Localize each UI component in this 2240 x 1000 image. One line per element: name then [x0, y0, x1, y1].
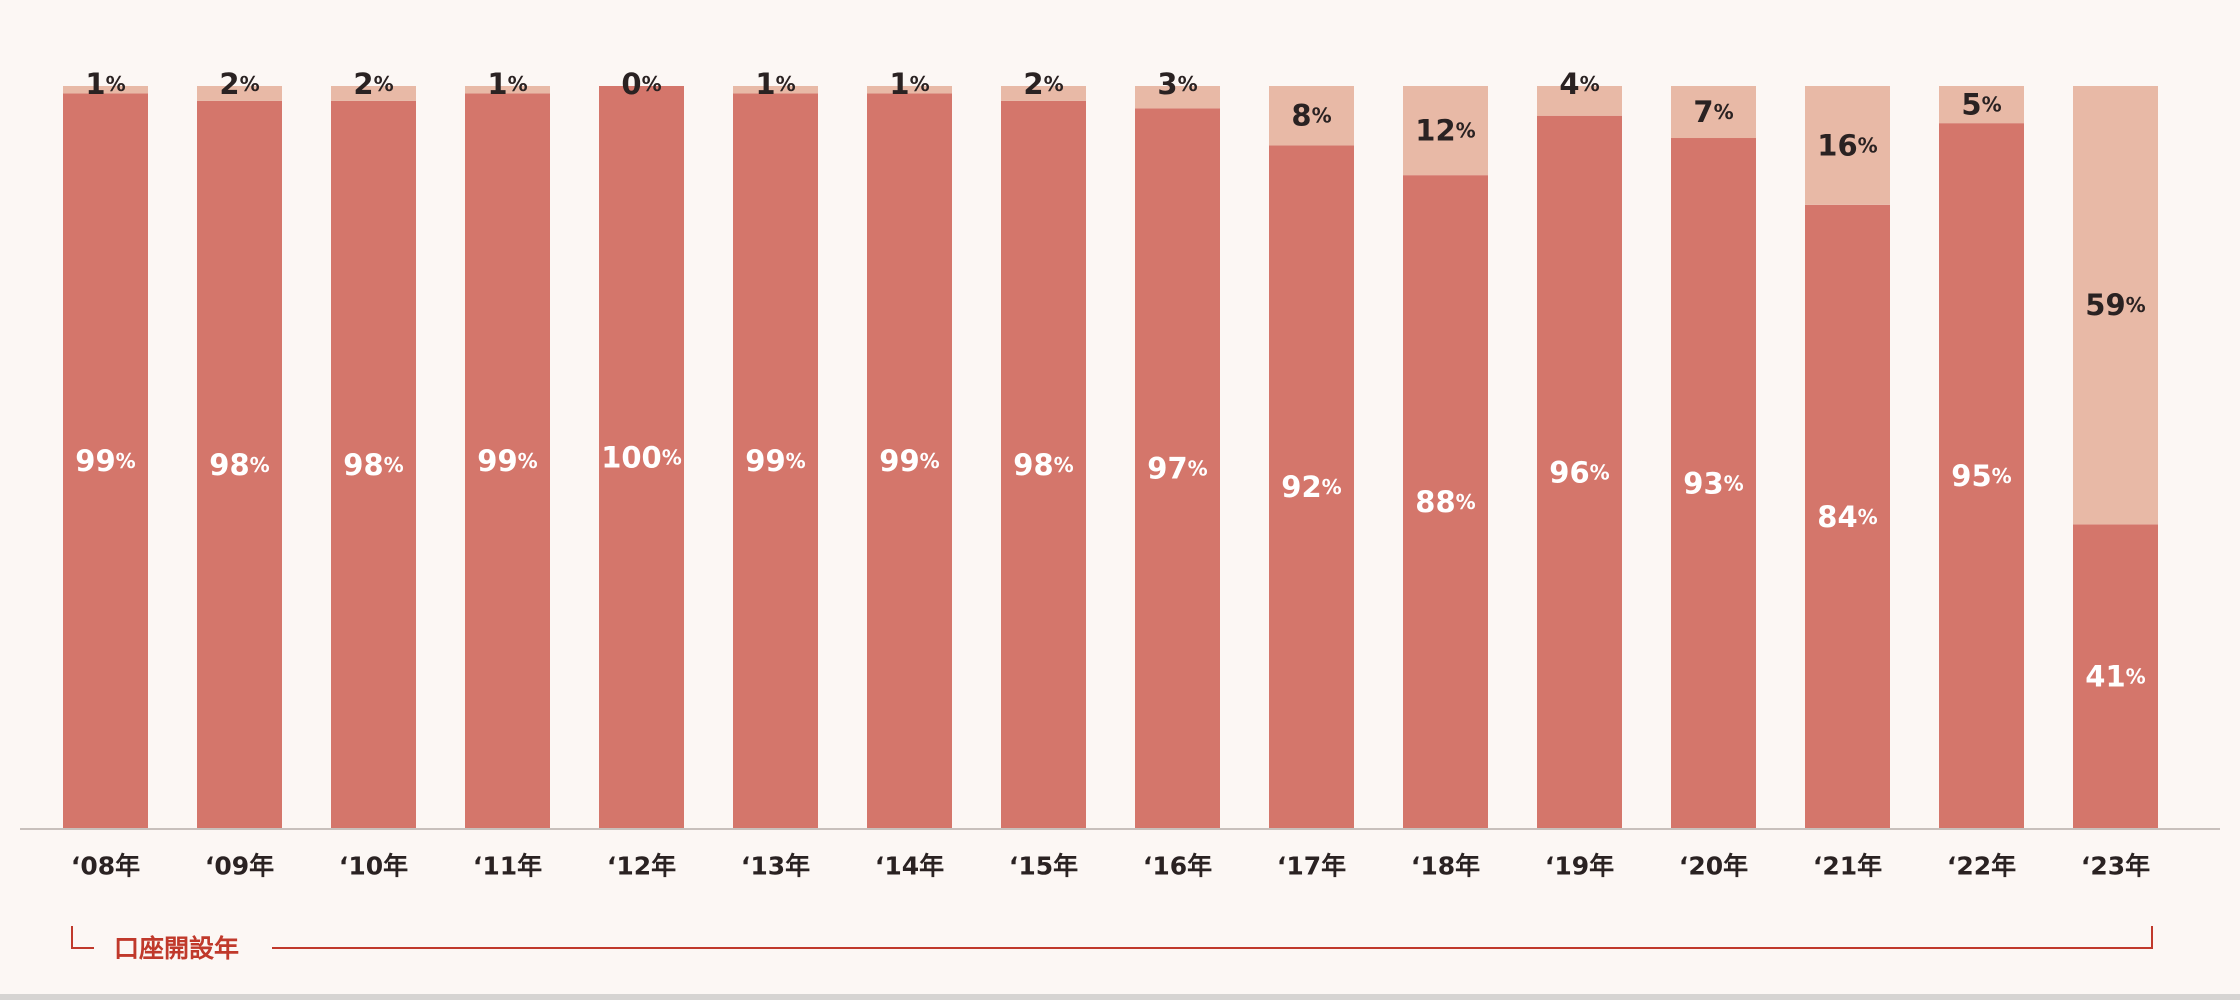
bar-lower-0	[63, 93, 148, 830]
bar-lower-6	[867, 93, 952, 830]
bar-lower-2	[331, 100, 416, 830]
bar-upper-11	[1537, 86, 1622, 116]
x-tick-labels: ‘08年 ‘09年 ‘10年 ‘11年 ‘12年 ‘13年 ‘14年 ‘15年 ‘16年 ‘17年…	[71, 852, 2150, 881]
bar-lower-4	[599, 86, 684, 829]
x-tick-label-4: ‘12年	[607, 852, 676, 881]
value-label-upper-13: 16%	[1817, 128, 1877, 162]
bar-upper-0	[63, 86, 148, 94]
bar-upper-12	[1671, 86, 1756, 139]
bar-upper-8	[1135, 86, 1220, 109]
value-label-lower-5: 99%	[745, 444, 805, 478]
bar-upper-9	[1269, 86, 1354, 146]
bar-upper-3	[465, 86, 550, 94]
value-label-lower-0: 99%	[75, 444, 135, 478]
x-tick-label-14: ‘22年	[1947, 852, 2016, 881]
value-label-lower-7: 98%	[1013, 448, 1073, 482]
bar-lower-13	[1805, 204, 1890, 829]
x-tick-label-15: ‘23年	[2081, 852, 2150, 881]
value-label-lower-8: 97%	[1147, 452, 1207, 486]
value-label-lower-13: 84%	[1817, 500, 1877, 534]
value-label-upper-10: 12%	[1415, 114, 1475, 148]
value-label-upper-4: 0%	[621, 67, 661, 101]
bar-lower-1	[197, 100, 282, 830]
value-label-upper-2: 2%	[353, 67, 393, 101]
bar-upper-13	[1805, 86, 1890, 205]
value-label-upper-15: 59%	[2085, 288, 2145, 322]
bar-lower-12	[1671, 138, 1756, 829]
bar-lower-8	[1135, 108, 1220, 830]
x-tick-label-11: ‘19年	[1545, 852, 1614, 881]
bar-lower-14	[1939, 123, 2024, 829]
x-tick-label-10: ‘18年	[1411, 852, 1480, 881]
value-label-lower-4: 100%	[601, 441, 682, 475]
x-axis-title-group: 口座開設年	[71, 926, 2153, 963]
value-label-upper-1: 2%	[219, 67, 259, 101]
x-tick-label-0: ‘08年	[71, 852, 140, 881]
value-label-upper-6: 1%	[889, 67, 929, 101]
value-label-lower-14: 95%	[1951, 459, 2011, 493]
x-tick-label-6: ‘14年	[875, 852, 944, 881]
bar-upper-6	[867, 86, 952, 94]
value-label-lower-11: 96%	[1549, 455, 1609, 489]
value-label-upper-8: 3%	[1157, 67, 1197, 101]
x-tick-label-7: ‘15年	[1009, 852, 1078, 881]
x-axis-title: 口座開設年	[114, 934, 239, 963]
x-tick-label-1: ‘09年	[205, 852, 274, 881]
axis-title-bracket-left	[71, 926, 94, 949]
bar-upper-15	[2073, 86, 2158, 525]
bar-lower-10	[1403, 175, 1488, 829]
x-tick-label-9: ‘17年	[1277, 852, 1346, 881]
value-label-lower-6: 99%	[879, 444, 939, 478]
bar-lower-15	[2073, 524, 2158, 829]
axis-title-bracket-right	[272, 926, 2153, 949]
x-tick-label-8: ‘16年	[1143, 852, 1212, 881]
x-tick-label-13: ‘21年	[1813, 852, 1882, 881]
value-label-upper-9: 8%	[1291, 99, 1331, 133]
bottom-divider	[0, 994, 2240, 1000]
bar-upper-1	[197, 86, 282, 101]
value-label-upper-7: 2%	[1023, 67, 1063, 101]
value-label-lower-3: 99%	[477, 444, 537, 478]
bar-lower-3	[465, 93, 550, 830]
value-label-lower-2: 98%	[343, 448, 403, 482]
bar-upper-10	[1403, 86, 1488, 176]
x-tick-label-2: ‘10年	[339, 852, 408, 881]
value-label-upper-0: 1%	[85, 67, 125, 101]
bar-upper-2	[331, 86, 416, 101]
value-label-upper-14: 5%	[1961, 88, 2001, 122]
bar-lower-9	[1269, 145, 1354, 829]
bar-lower-11	[1537, 115, 1622, 830]
value-label-upper-3: 1%	[487, 67, 527, 101]
value-label-upper-11: 4%	[1559, 67, 1599, 101]
value-label-lower-10: 88%	[1415, 485, 1475, 519]
x-tick-label-3: ‘11年	[473, 852, 542, 881]
value-label-lower-15: 41%	[2085, 660, 2145, 694]
value-label-upper-12: 7%	[1693, 95, 1733, 129]
bar-lower-5	[733, 93, 818, 830]
value-labels-layer: 99% 1% 98% 2% 98% 2% 99% 1% 100% 0% 99% 1% 99% 1% 98% 2…	[75, 67, 2145, 694]
bar-lower-7	[1001, 100, 1086, 830]
value-label-upper-5: 1%	[755, 67, 795, 101]
bar-upper-14	[1939, 86, 2024, 124]
value-label-lower-9: 92%	[1281, 470, 1341, 504]
x-tick-label-5: ‘13年	[741, 852, 810, 881]
value-label-lower-1: 98%	[209, 448, 269, 482]
bar-upper-5	[733, 86, 818, 94]
value-label-lower-12: 93%	[1683, 467, 1743, 501]
x-tick-label-12: ‘20年	[1679, 852, 1748, 881]
bar-upper-7	[1001, 86, 1086, 101]
bars-layer	[63, 86, 2158, 830]
